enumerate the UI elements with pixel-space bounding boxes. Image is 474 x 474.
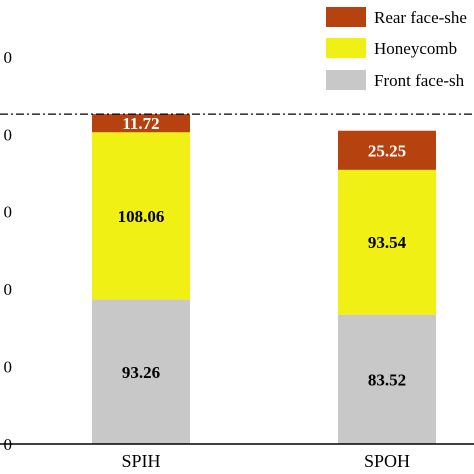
- bar-segment: [92, 299, 190, 444]
- x-tick-label: SPOH: [364, 451, 410, 471]
- legend-swatch: [326, 70, 366, 90]
- data-label: 93.26: [122, 363, 160, 382]
- legend-label: Honeycomb: [374, 39, 457, 58]
- bar-segment: [338, 130, 436, 170]
- bars: 93.26 108.06 11.72 83.52 93.54 25.25: [92, 114, 436, 444]
- y-tick-label: 0: [4, 358, 13, 377]
- data-label: 11.72: [122, 114, 159, 133]
- x-axis-labels: SPIH SPOH: [121, 451, 410, 471]
- y-tick-label: 0: [4, 125, 13, 144]
- legend-swatch: [326, 38, 366, 58]
- x-tick-label: SPIH: [121, 451, 160, 471]
- data-label: 83.52: [368, 370, 406, 389]
- legend-label: Front face-sh: [374, 71, 465, 90]
- data-label: 108.06: [118, 207, 165, 226]
- y-tick-label: 0: [4, 203, 13, 222]
- data-label: 93.54: [368, 233, 407, 252]
- legend-label: Rear face-she: [374, 8, 467, 27]
- bar-segment: [338, 314, 436, 444]
- bar-segment: [338, 169, 436, 315]
- y-axis-ticks: 000000: [4, 48, 13, 454]
- legend: Rear face-she Honeycomb Front face-sh: [326, 7, 467, 90]
- legend-swatch: [326, 7, 366, 27]
- bar-segment: [92, 114, 190, 133]
- y-tick-label: 0: [4, 280, 13, 299]
- y-tick-label: 0: [4, 48, 13, 67]
- data-label: 25.25: [368, 141, 406, 160]
- bar-segment: [92, 132, 190, 300]
